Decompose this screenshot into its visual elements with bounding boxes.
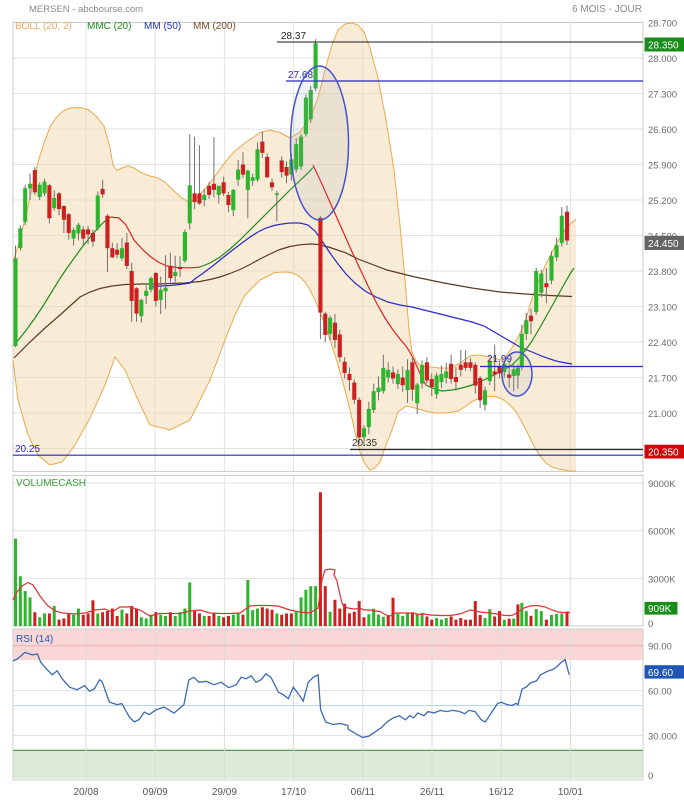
svg-text:909K: 909K [648, 604, 672, 615]
svg-text:20.350: 20.350 [648, 448, 679, 459]
svg-text:23.800: 23.800 [648, 267, 677, 278]
svg-text:27.300: 27.300 [648, 89, 677, 100]
svg-text:28.37: 28.37 [281, 31, 306, 42]
svg-text:6000K: 6000K [648, 527, 676, 538]
svg-text:26/11: 26/11 [420, 787, 445, 798]
svg-text:BOLL (20, 2): BOLL (20, 2) [15, 21, 72, 32]
svg-text:23.100: 23.100 [648, 302, 677, 313]
svg-text:20.25: 20.25 [15, 444, 40, 455]
svg-text:VOLUMECASH: VOLUMECASH [16, 478, 86, 489]
svg-text:28.000: 28.000 [648, 54, 677, 65]
svg-text:26.600: 26.600 [648, 125, 677, 136]
svg-text:MMC (20): MMC (20) [87, 21, 131, 32]
svg-text:09/09: 09/09 [143, 787, 168, 798]
svg-text:25.200: 25.200 [648, 196, 677, 207]
svg-text:27.68: 27.68 [288, 70, 313, 81]
svg-text:25.900: 25.900 [648, 160, 677, 171]
svg-text:10/01: 10/01 [558, 787, 583, 798]
svg-text:28.350: 28.350 [648, 41, 679, 52]
svg-text:20.35: 20.35 [352, 438, 377, 449]
svg-text:16/12: 16/12 [489, 787, 514, 798]
svg-text:9000K: 9000K [648, 479, 676, 490]
svg-text:28.700: 28.700 [648, 19, 677, 30]
svg-text:21.700: 21.700 [648, 373, 677, 384]
svg-text:29/09: 29/09 [212, 787, 237, 798]
svg-text:21.99: 21.99 [487, 354, 512, 365]
svg-text:MERSEN - abcbourse.com: MERSEN - abcbourse.com [29, 4, 143, 15]
svg-text:22.400: 22.400 [648, 338, 677, 349]
svg-text:MM (50): MM (50) [144, 21, 181, 32]
svg-text:0: 0 [648, 619, 653, 630]
svg-text:6 MOIS - JOUR: 6 MOIS - JOUR [572, 4, 642, 15]
svg-text:69.60: 69.60 [648, 668, 673, 679]
svg-text:0: 0 [648, 771, 653, 782]
svg-text:20/08: 20/08 [73, 787, 98, 798]
svg-text:MM (200): MM (200) [193, 21, 236, 32]
svg-text:30.000: 30.000 [648, 731, 677, 742]
svg-text:21.000: 21.000 [648, 409, 677, 420]
svg-text:RSI (14): RSI (14) [16, 634, 53, 645]
svg-text:24.450: 24.450 [648, 239, 679, 250]
svg-text:60.00: 60.00 [648, 687, 672, 698]
svg-text:90.00: 90.00 [648, 642, 672, 653]
svg-text:17/10: 17/10 [281, 787, 306, 798]
svg-text:06/11: 06/11 [351, 787, 376, 798]
svg-text:3000K: 3000K [648, 574, 676, 585]
